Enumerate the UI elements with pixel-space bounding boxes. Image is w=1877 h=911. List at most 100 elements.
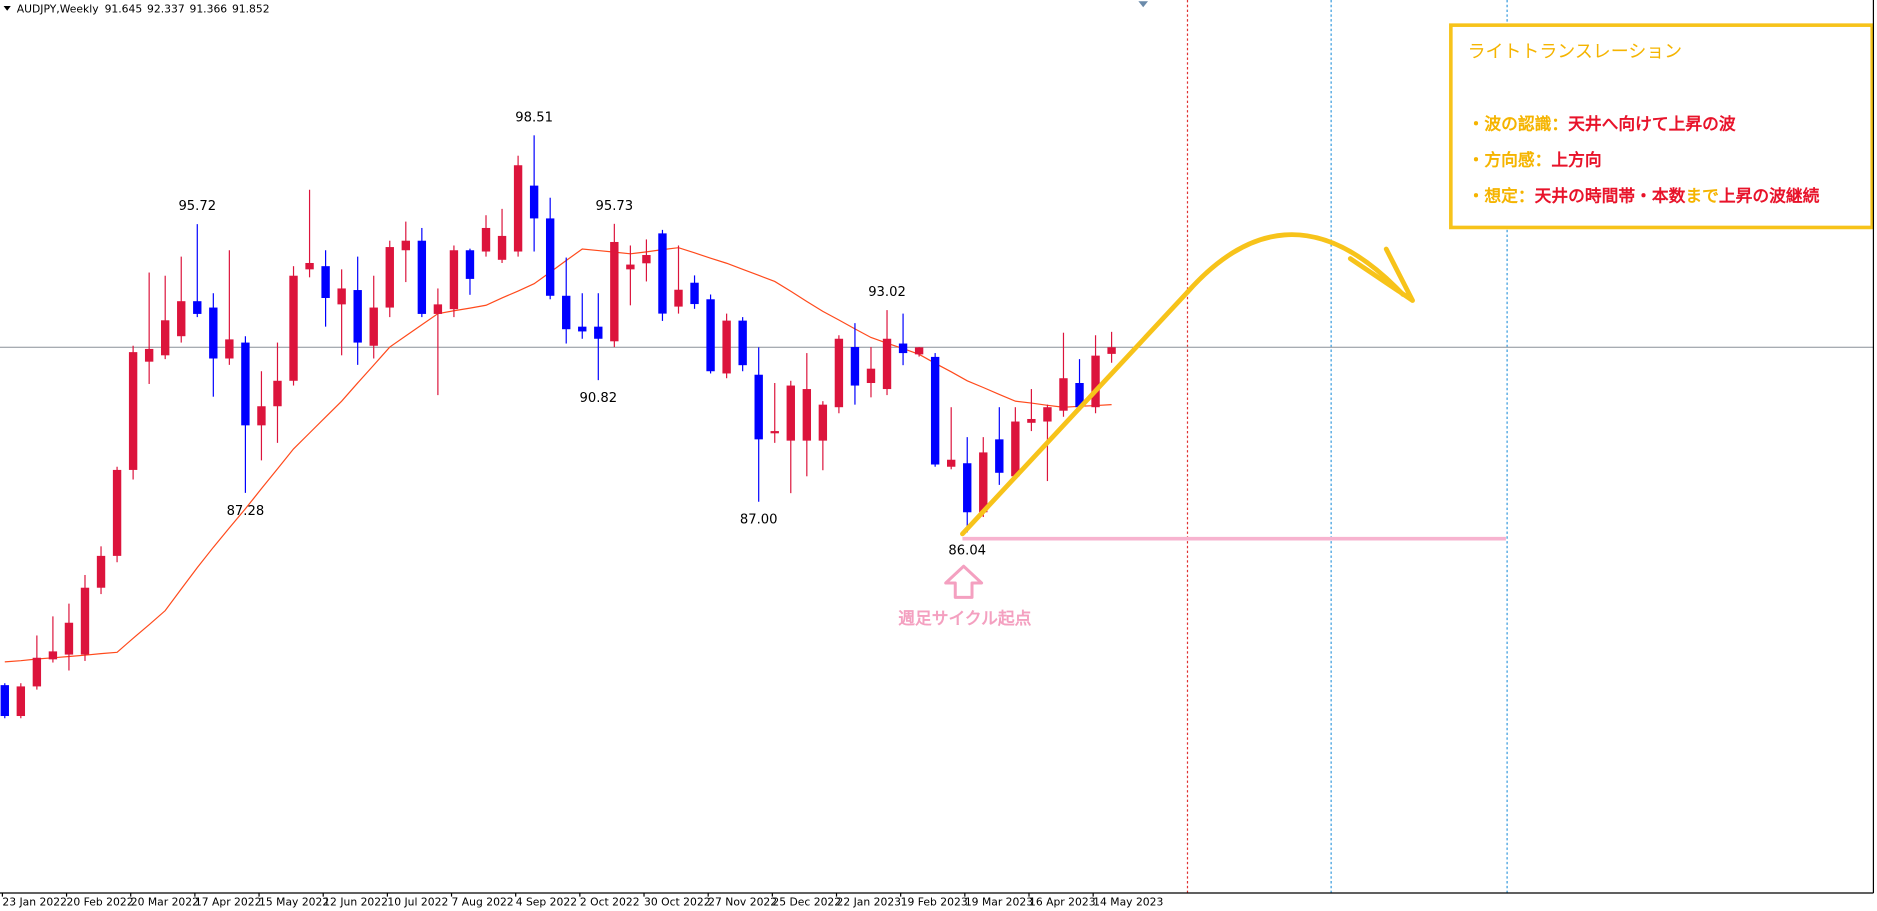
candle-body [770, 431, 779, 434]
candle-body [385, 247, 394, 308]
candle-body [898, 343, 908, 354]
candle-body [1091, 355, 1100, 408]
candle-body [64, 622, 74, 655]
x-tick-label: 16 Apr 2023 [1029, 896, 1096, 909]
candle-body [1075, 383, 1084, 408]
info-segment: 上昇の波継続 [1719, 185, 1820, 205]
candle-body [321, 266, 330, 299]
low-label: 86.04 [948, 543, 986, 558]
header: AUDJPY,Weekly 91.645 92.337 91.366 91.852 [17, 3, 270, 16]
x-tick-label: 7 Aug 2022 [452, 896, 514, 909]
candle-body [850, 347, 860, 386]
x-tick-label: 25 Dec 2022 [772, 896, 841, 909]
cycle-note: 週足サイクル起点 [898, 608, 1031, 628]
candle-body [1043, 407, 1052, 422]
candle-body [513, 165, 523, 252]
x-tick-label: 15 May 2022 [259, 896, 329, 909]
candle-body [144, 348, 154, 362]
candle-body [353, 290, 362, 343]
candle-body [738, 320, 747, 366]
candle-body [112, 469, 122, 556]
candle-body [449, 250, 459, 310]
candle-body [128, 352, 138, 470]
arrow-head [1347, 246, 1415, 303]
high-label: 95.72 [178, 199, 216, 214]
candle-body [642, 255, 651, 264]
candle-body [529, 185, 539, 219]
x-tick-label: 2 Oct 2022 [580, 896, 640, 909]
candle-body [161, 320, 170, 356]
low-label: 87.00 [740, 513, 778, 528]
high-value: 92.337 [147, 3, 185, 16]
candle-body [273, 380, 282, 407]
candle-body [979, 452, 988, 513]
candle-body [963, 463, 972, 513]
x-tick-label: 27 Nov 2022 [708, 896, 777, 909]
info-line: ・方向感：上方向 [1468, 149, 1602, 169]
candle-body [80, 587, 90, 655]
candle-body [32, 657, 42, 687]
candle-body [209, 307, 218, 359]
high-label: 98.51 [515, 110, 553, 125]
candle-body [545, 218, 555, 296]
x-tick-label: 30 Oct 2022 [644, 896, 711, 909]
info-segment: まで [1685, 185, 1719, 205]
info-line: ・想定：天井の時間帯・本数まで上昇の波継続 [1468, 185, 1820, 205]
candle-body [786, 385, 795, 441]
candle-body [690, 282, 699, 305]
symbol: AUDJPY,Weekly [17, 3, 99, 16]
candle-body [818, 404, 828, 441]
x-tick-label: 12 Jun 2022 [323, 896, 388, 909]
candle-body [177, 301, 186, 337]
info-segment: 上方向 [1551, 149, 1601, 169]
x-tick-label: 14 May 2023 [1093, 896, 1163, 909]
candle-body [481, 227, 491, 252]
shift-marker [1138, 1, 1148, 8]
x-tick-label: 10 Jul 2022 [387, 896, 448, 909]
trend-line [960, 289, 1190, 537]
close-value: 91.852 [232, 3, 270, 16]
candle-body [16, 686, 26, 717]
high-label: 93.02 [868, 285, 906, 300]
info-box [1449, 23, 1875, 230]
candle-body [562, 295, 571, 330]
info-segment: 天井の時間帯・本数 [1535, 185, 1686, 205]
candle-body [578, 326, 587, 332]
info-segment: ・波の認識： [1468, 114, 1569, 134]
x-tick-label: 20 Mar 2022 [131, 896, 199, 909]
candle-body [401, 240, 410, 251]
forecast-arrow [1185, 232, 1406, 297]
candle-body [706, 299, 715, 372]
candle-body [433, 304, 443, 314]
candle-body [225, 339, 234, 359]
candle-body [257, 406, 266, 426]
plot [0, 135, 1874, 719]
candle-body [722, 320, 731, 374]
candle-body [369, 307, 378, 346]
candle-body [914, 347, 924, 355]
info-title: ライトトランスレーション [1468, 42, 1683, 63]
candle-body [882, 338, 892, 390]
candle-body [465, 250, 475, 279]
menu-icon [3, 6, 11, 11]
candle-body [946, 459, 956, 467]
candle-body [674, 289, 683, 307]
x-tick-label: 19 Feb 2023 [901, 896, 968, 909]
candle-body [866, 368, 876, 384]
candle-body [1107, 347, 1116, 354]
candle-body [337, 288, 346, 305]
candle-body [1059, 378, 1068, 411]
moving-average [4, 247, 1112, 663]
open-value: 91.645 [105, 3, 143, 16]
candle-body [96, 555, 106, 588]
candle-body [626, 264, 635, 270]
info-segment: ・方向感： [1468, 149, 1552, 169]
candle-body [802, 389, 812, 441]
high-label: 95.73 [595, 199, 633, 214]
low-label: 87.28 [227, 504, 265, 519]
candle-body [289, 275, 298, 381]
candle-body [1027, 418, 1036, 423]
x-tick-label: 22 Jan 2023 [837, 896, 902, 909]
candle-body [610, 241, 619, 342]
